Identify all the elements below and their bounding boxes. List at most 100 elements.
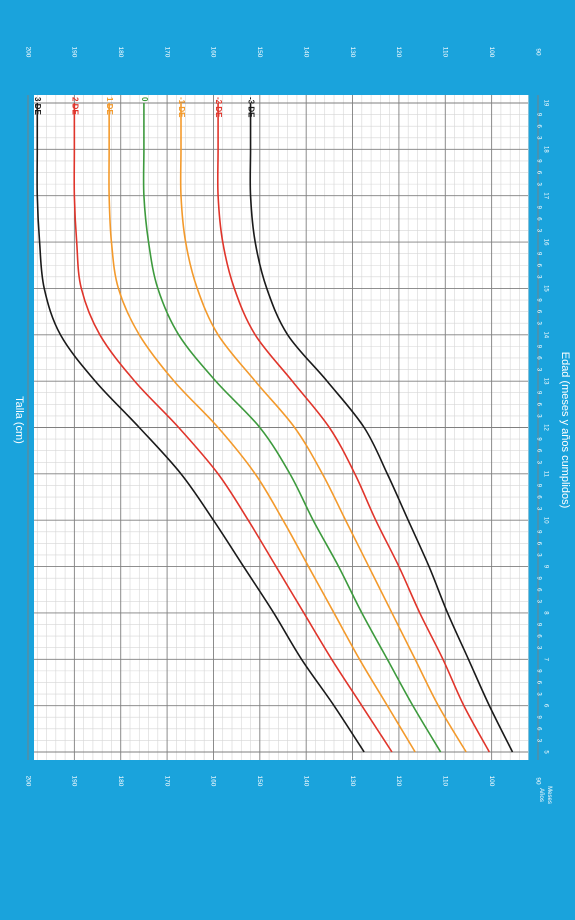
y-tick-label: 170 xyxy=(163,47,170,58)
x-tick-label-month: 6 xyxy=(535,403,541,407)
x-tick-label-year: 17 xyxy=(542,192,548,199)
x-tick-label-month: 9 xyxy=(535,391,541,395)
y-tick-label: 150 xyxy=(256,776,263,787)
x-tick-label-month: 6 xyxy=(535,217,541,221)
series-line xyxy=(36,103,365,753)
x-tick-label-month: 3 xyxy=(535,692,541,696)
y-tick-label: 200 xyxy=(24,776,31,787)
series-label: 0 xyxy=(140,97,149,102)
y-tick-label: 180 xyxy=(117,776,124,787)
x-tick-label-month: 6 xyxy=(535,727,541,731)
y-tick-label: 180 xyxy=(117,47,124,58)
y-tick-label: 170 xyxy=(163,776,170,787)
y-tick-label: 160 xyxy=(210,47,217,58)
x-tick-label-month: 9 xyxy=(535,345,541,349)
x-tick-label-month: 6 xyxy=(535,125,541,129)
x-tick-label-month: 3 xyxy=(535,136,541,140)
y-tick-label: 120 xyxy=(395,776,402,787)
y-tick-label: 90 xyxy=(534,48,541,56)
x-tick-label-month: 3 xyxy=(535,739,541,743)
x-tick-label-year: 11 xyxy=(542,471,548,478)
x-tick-label-month: 6 xyxy=(535,449,541,453)
x-tick-label-year: 13 xyxy=(542,378,548,385)
x-tick-label-month: 6 xyxy=(535,681,541,685)
series-lines xyxy=(36,103,514,753)
y-tick-label: 140 xyxy=(302,776,309,787)
x-tick-label-month: 3 xyxy=(535,553,541,557)
x-tick-label-month: 9 xyxy=(535,252,541,256)
x-tick-label-year: 18 xyxy=(542,146,548,153)
x-tick-label-month: 3 xyxy=(535,275,541,279)
x-tick-label-year: 6 xyxy=(542,704,548,708)
x-tick-label-month: 9 xyxy=(535,298,541,302)
series-label: -2 DE xyxy=(214,97,223,118)
x-tick-label-month: 9 xyxy=(535,484,541,488)
x-tick-label-month: 3 xyxy=(535,600,541,604)
y-tick-label: 190 xyxy=(71,776,78,787)
x-tick-label-month: 3 xyxy=(535,646,541,650)
x-tick-label-month: 6 xyxy=(535,542,541,546)
y-tick-label: 160 xyxy=(210,776,217,787)
x-tick-label-year: 7 xyxy=(542,658,548,662)
y-tick-labels: 9090100100110110120120130130140140150150… xyxy=(24,47,541,787)
series-label: -1 DE xyxy=(177,97,186,118)
x-tick-label-year: 9 xyxy=(542,565,548,569)
x-tick-label-month: 9 xyxy=(535,669,541,673)
corner-label-months: Meses xyxy=(546,786,552,804)
x-tick-label-month: 6 xyxy=(535,588,541,592)
x-tick-label-year: 8 xyxy=(542,611,548,615)
series-line xyxy=(142,103,442,753)
x-axis-label: Edad (meses y años cumplidos) xyxy=(559,352,571,509)
x-tick-labels: 5 3 6 9 6 3 6 9 7 3 6 9 8 3 6 9 9 3 6 9 10 3 6 9 11 3 6 9 12 3 6 9 13 3 6 9… xyxy=(535,100,548,755)
x-tick-label-year: 16 xyxy=(542,239,548,246)
y-tick-label: 120 xyxy=(395,47,402,58)
y-tick-label: 130 xyxy=(349,776,356,787)
x-tick-label-month: 6 xyxy=(535,634,541,638)
x-tick-label-month: 3 xyxy=(535,368,541,372)
x-tick-label-month: 6 xyxy=(535,356,541,360)
major-grid xyxy=(27,95,539,760)
x-tick-label-year: 10 xyxy=(542,517,548,524)
y-tick-label: 150 xyxy=(256,47,263,58)
x-tick-label-month: 9 xyxy=(535,576,541,580)
x-tick-label-year: 15 xyxy=(542,285,548,292)
series-line xyxy=(73,103,393,753)
x-tick-label-year: 5 xyxy=(542,750,548,754)
series-label: -3 DE xyxy=(246,97,255,118)
x-tick-label-month: 9 xyxy=(535,716,541,720)
series-label: 1 DE xyxy=(105,97,114,115)
x-tick-label-year: 19 xyxy=(542,100,548,107)
x-tick-label-month: 9 xyxy=(535,159,541,163)
x-tick-label-month: 9 xyxy=(535,206,541,210)
series-line xyxy=(216,103,491,753)
x-tick-label-month: 9 xyxy=(535,623,541,627)
x-tick-label-year: 14 xyxy=(542,331,548,338)
x-tick-label-month: 6 xyxy=(535,310,541,314)
y-tick-label: 90 xyxy=(534,777,541,785)
y-tick-label: 100 xyxy=(488,776,495,787)
series-label: 2 DE xyxy=(70,97,79,115)
x-tick-label-year: 12 xyxy=(542,424,548,431)
series-labels: 3 DE 2 DE 1 DE 0 -1 DE -2 DE -3 DE xyxy=(33,97,255,118)
x-tick-label-month: 3 xyxy=(535,322,541,326)
x-tick-label-month: 6 xyxy=(535,171,541,175)
series-line xyxy=(179,103,467,753)
y-tick-label: 100 xyxy=(488,47,495,58)
series-line xyxy=(249,103,514,753)
x-tick-label-month: 9 xyxy=(535,437,541,441)
x-tick-label-month: 3 xyxy=(535,461,541,465)
x-tick-label-month: 3 xyxy=(535,414,541,418)
series-line xyxy=(108,103,416,753)
y-tick-label: 110 xyxy=(442,47,449,58)
x-tick-label-month: 3 xyxy=(535,507,541,511)
y-tick-label: 200 xyxy=(24,47,31,58)
y-tick-label: 190 xyxy=(71,47,78,58)
y-axis-label: Talla (cm) xyxy=(13,396,25,444)
series-label: 3 DE xyxy=(33,97,42,115)
x-tick-label-month: 9 xyxy=(535,530,541,534)
x-tick-label-month: 3 xyxy=(535,229,541,233)
y-tick-label: 110 xyxy=(442,776,449,787)
x-tick-label-month: 6 xyxy=(535,264,541,268)
